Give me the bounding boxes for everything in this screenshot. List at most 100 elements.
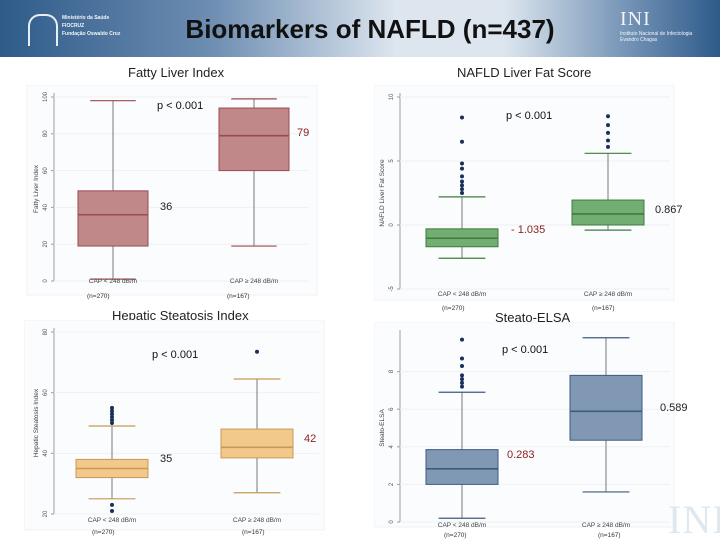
y-tick-label: 20 [43,240,49,247]
nlfs-chart: -5 0 5 10 NAFLD Liver Fat Score CAP < 248 dB/… [374,85,683,312]
p-value-label: p < 0.001 [157,100,203,112]
y-tick-label: 10 [389,93,395,100]
category-label: CAP < 248 dB/m [438,291,486,298]
y-tick-label: 0 [389,223,395,227]
category-label: CAP < 248 dB/m [89,278,137,285]
outlier-point [460,183,464,188]
ini-logo-line-1: Instituto Nacional de Infectologia [620,31,693,37]
outlier-point [110,405,114,410]
y-axis-label: NAFLD Liver Fat Score [379,159,386,227]
p-value-label: p < 0.001 [506,110,552,122]
outlier-point [460,356,464,361]
box [569,374,643,441]
page-title: Biomarkers of NAFLD (n=437) [185,14,555,44]
box [220,428,294,459]
outlier-point [460,174,464,179]
ini-logo: INI Instituto Nacional de Infectologia E… [620,8,692,43]
outlier-point [606,138,610,143]
y-tick-label: 5 [389,159,395,163]
box [218,107,290,172]
y-tick-label: 0 [389,520,395,524]
median-value-label: 42 [304,433,316,445]
ministry-logo-text: Ministério da Saúde FIOCRUZ Fundação Osw… [62,14,120,38]
y-tick-label: 8 [389,369,395,373]
ini-logo-line-2: Evandro Chagas [620,37,658,43]
header-banner: Ministério da Saúde FIOCRUZ Fundação Osw… [0,0,720,57]
outlier-point [110,417,114,422]
p-value-label: p < 0.001 [152,349,198,361]
y-tick-label: 4 [389,444,395,448]
y-tick-label: 2 [389,482,395,486]
y-tick-label: 40 [43,203,49,210]
outlier-point [460,363,464,368]
outlier-point [110,502,114,507]
category-label: CAP ≥ 248 dB/m [233,517,281,524]
box [571,199,645,226]
n-label: (n=270) [87,293,110,300]
box [425,449,499,485]
outlier-point [460,377,464,382]
category-label: CAP ≥ 248 dB/m [230,278,278,285]
y-tick-label: 40 [43,449,49,456]
y-axis-label: Steato-ELSA [379,409,386,447]
outlier-point [606,144,610,149]
y-tick-label: -5 [389,286,395,292]
p-value-label: p < 0.001 [502,344,548,356]
fli-chart: 0 20 40 60 80 100 Fatty Liver Index CAP < 248 d… [26,85,318,300]
ini-logo-text: INI [620,8,651,30]
category-label: CAP ≥ 248 dB/m [582,522,630,529]
outlier-point [460,139,464,144]
y-tick-label: 80 [43,328,49,335]
outlier-point [460,179,464,184]
median-value-label: - 1.035 [511,224,545,236]
category-label: CAP ≥ 248 dB/m [584,291,632,298]
elsa-chart: 0 2 4 6 8 Steato-ELSA CAP < 248 dB/m (n=270) CAP… [374,322,688,539]
category-label: CAP < 248 dB/m [438,522,486,529]
y-tick-label: 100 [43,91,49,102]
outlier-point [460,380,464,385]
y-axis-label: Fatty Liver Index [33,164,40,213]
median-value-label: 79 [297,127,309,139]
median-value-label: 35 [160,453,172,465]
outlier-point [460,373,464,378]
median-value-label: 0.867 [655,204,683,216]
plot-frame [374,85,675,301]
n-label: (n=270) [444,532,467,539]
y-tick-label: 6 [389,407,395,411]
ministry-logo [28,14,58,46]
elsa-panel-title: Steato-ELSA [495,310,571,325]
outlier-point [110,408,114,413]
outlier-point [460,187,464,192]
outlier-point [460,384,464,389]
logo-line-2: FIOCRUZ [62,23,85,29]
outlier-point [460,115,464,120]
outlier-point [460,191,464,195]
outlier-point [110,414,114,419]
y-tick-label: 60 [43,389,49,396]
logo-line-3: Fundação Oswaldo Cruz [62,31,121,37]
n-label: (n=167) [242,529,265,536]
plot-frame [24,320,325,531]
n-label: (n=270) [92,529,115,536]
n-label: (n=167) [227,293,250,300]
y-tick-label: 20 [43,510,49,517]
box [77,190,149,247]
n-label: (n=167) [598,532,621,539]
outlier-point [110,411,114,416]
ini-watermark: INI [668,497,720,542]
outlier-point [606,130,610,135]
y-tick-label: 60 [43,167,49,174]
median-value-label: 36 [160,201,172,213]
hsi-chart: 20 40 60 80 Hepatic Steatosis Index CAP < 248… [24,320,325,536]
n-label: (n=167) [592,305,615,312]
median-value-label: 0.589 [660,402,688,414]
outlier-point [460,337,464,342]
outlier-point [606,123,610,128]
fli-panel-title: Fatty Liver Index [128,65,225,80]
category-label: CAP < 248 dB/m [88,517,136,524]
outlier-point [606,114,610,119]
nlfs-panel-title: NAFLD Liver Fat Score [457,65,592,80]
y-axis-label: Hepatic Steatosis Index [33,388,40,457]
outlier-point [110,421,114,425]
outlier-point [110,508,114,513]
